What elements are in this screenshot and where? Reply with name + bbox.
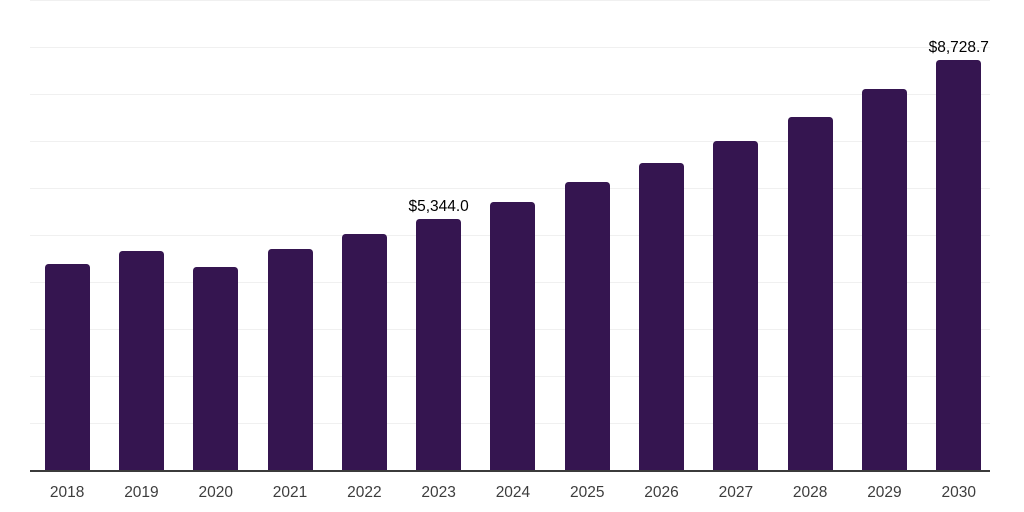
bar-2025[interactable] (564, 182, 610, 472)
gridline-8000 (30, 94, 990, 95)
gridline-10000 (30, 0, 990, 1)
x-tick-2029: 2029 (867, 484, 902, 501)
x-tick-2018: 2018 (49, 484, 85, 501)
bar-2024[interactable] (490, 201, 536, 472)
bar-value-label-2030: $8,728.7 (928, 38, 989, 56)
x-tick-2022: 2022 (347, 484, 382, 501)
x-tick-2026: 2026 (644, 484, 679, 501)
x-tick-2019: 2019 (124, 484, 159, 501)
x-tick-2027: 2027 (718, 484, 754, 501)
bar-2022[interactable] (341, 233, 387, 472)
chart-plot-area: $5,344.0 $8,728.7 (30, 0, 990, 472)
bar-2028[interactable] (787, 116, 833, 472)
x-tick-2021: 2021 (272, 484, 308, 501)
gridline-6000 (30, 188, 990, 189)
x-tick-2024: 2024 (495, 484, 531, 501)
bar-2030[interactable] (936, 59, 982, 472)
bar-2018[interactable] (44, 264, 90, 472)
bar-2023[interactable] (416, 218, 462, 472)
bar-2026[interactable] (639, 162, 685, 472)
gridline-7000 (30, 141, 990, 142)
bar-2029[interactable] (861, 89, 907, 472)
gridline-9000 (30, 47, 990, 48)
bar-2021[interactable] (267, 248, 313, 472)
bar-value-label-2023: $5,344.0 (408, 197, 469, 215)
x-tick-2020: 2020 (198, 484, 233, 501)
x-axis-line (30, 470, 990, 472)
bar-2027[interactable] (713, 140, 759, 472)
x-tick-2030: 2030 (941, 484, 976, 501)
x-tick-2023: 2023 (421, 484, 456, 501)
bar-2020[interactable] (193, 267, 239, 472)
x-tick-2028: 2028 (792, 484, 828, 501)
x-tick-2025: 2025 (570, 484, 605, 501)
bar-2019[interactable] (118, 250, 164, 472)
